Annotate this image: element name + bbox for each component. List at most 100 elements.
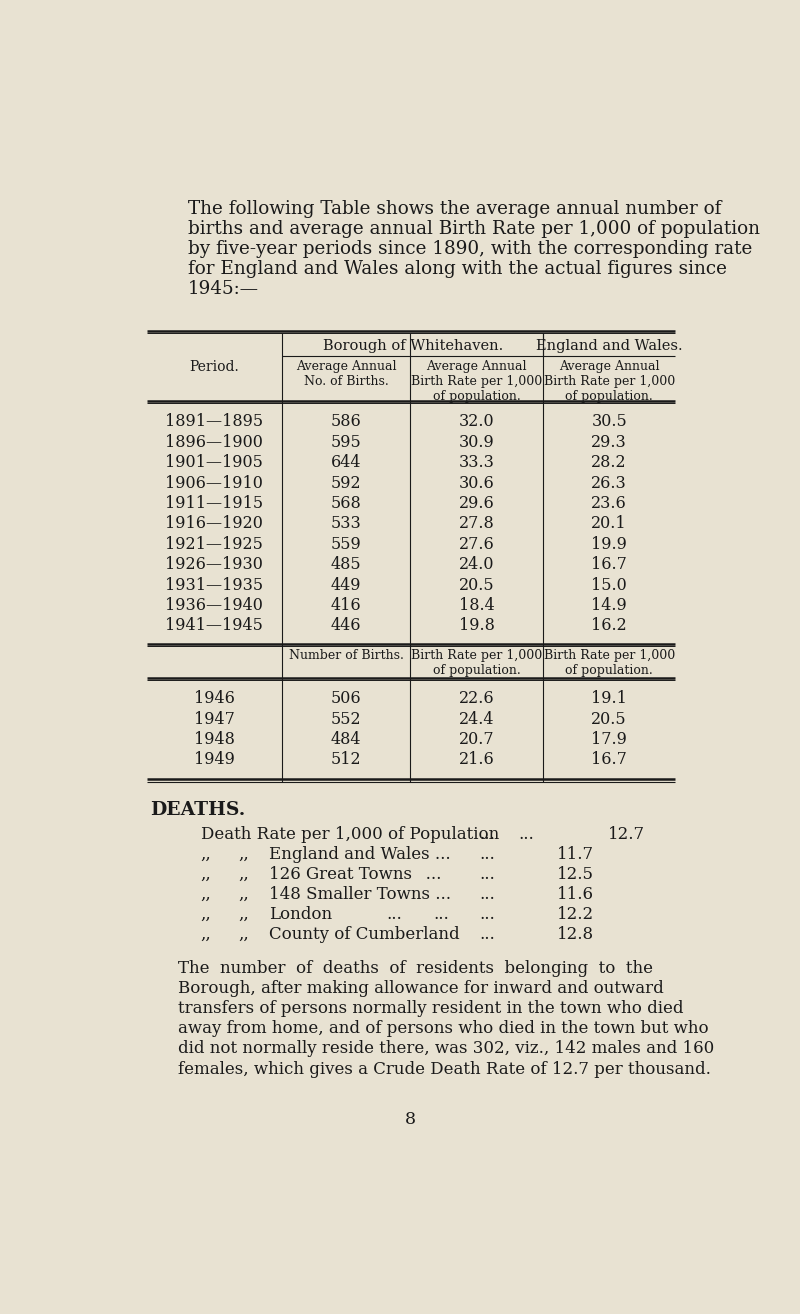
Text: births and average annual Birth Rate per 1,000 of population: births and average annual Birth Rate per…	[187, 219, 759, 238]
Text: 11.7: 11.7	[558, 846, 594, 863]
Text: Birth Rate per 1,000
of population.: Birth Rate per 1,000 of population.	[411, 649, 542, 677]
Text: 446: 446	[331, 618, 362, 635]
Text: by five-year periods since 1890, with the corresponding rate: by five-year periods since 1890, with th…	[187, 240, 752, 258]
Text: 512: 512	[330, 752, 362, 769]
Text: 559: 559	[330, 536, 362, 553]
Text: ...: ...	[480, 905, 495, 922]
Text: The following Table shows the average annual number of: The following Table shows the average an…	[187, 200, 721, 218]
Text: 12.2: 12.2	[558, 905, 594, 922]
Text: ...: ...	[480, 866, 495, 883]
Text: 19.8: 19.8	[458, 618, 494, 635]
Text: Average Annual
Birth Rate per 1,000
of population.: Average Annual Birth Rate per 1,000 of p…	[411, 360, 542, 403]
Text: ...: ...	[518, 825, 534, 842]
Text: transfers of persons normally resident in the town who died: transfers of persons normally resident i…	[178, 1000, 683, 1017]
Text: 1891—1895: 1891—1895	[166, 414, 263, 430]
Text: 16.7: 16.7	[591, 556, 627, 573]
Text: for England and Wales along with the actual figures since: for England and Wales along with the act…	[187, 260, 726, 279]
Text: County of Cumberland: County of Cumberland	[269, 926, 459, 942]
Text: 592: 592	[330, 474, 362, 491]
Text: 33.3: 33.3	[458, 455, 494, 472]
Text: 26.3: 26.3	[591, 474, 627, 491]
Text: 19.9: 19.9	[591, 536, 627, 553]
Text: 12.5: 12.5	[558, 866, 594, 883]
Text: 14.9: 14.9	[591, 597, 627, 614]
Text: 18.4: 18.4	[458, 597, 494, 614]
Text: 1906—1910: 1906—1910	[166, 474, 263, 491]
Text: 1926—1930: 1926—1930	[166, 556, 263, 573]
Text: 29.3: 29.3	[591, 434, 627, 451]
Text: England and Wales.: England and Wales.	[536, 339, 682, 352]
Text: 29.6: 29.6	[458, 495, 494, 512]
Text: 8: 8	[405, 1112, 415, 1129]
Text: ...: ...	[480, 825, 495, 842]
Text: 23.6: 23.6	[591, 495, 627, 512]
Text: 12.7: 12.7	[608, 825, 645, 842]
Text: ,,: ,,	[238, 846, 249, 863]
Text: Birth Rate per 1,000
of population.: Birth Rate per 1,000 of population.	[543, 649, 674, 677]
Text: 449: 449	[331, 577, 362, 594]
Text: ...: ...	[434, 905, 449, 922]
Text: Average Annual
Birth Rate per 1,000
of population.: Average Annual Birth Rate per 1,000 of p…	[543, 360, 674, 403]
Text: 11.6: 11.6	[558, 886, 594, 903]
Text: 12.8: 12.8	[558, 926, 594, 942]
Text: females, which gives a Crude Death Rate of 12.7 per thousand.: females, which gives a Crude Death Rate …	[178, 1060, 710, 1077]
Text: 30.6: 30.6	[458, 474, 494, 491]
Text: 552: 552	[330, 711, 362, 728]
Text: 1911—1915: 1911—1915	[166, 495, 263, 512]
Text: 32.0: 32.0	[459, 414, 494, 430]
Text: 21.6: 21.6	[458, 752, 494, 769]
Text: 22.6: 22.6	[459, 690, 494, 707]
Text: ,,: ,,	[201, 866, 211, 883]
Text: ,,: ,,	[238, 905, 249, 922]
Text: ,,: ,,	[201, 905, 211, 922]
Text: 506: 506	[330, 690, 362, 707]
Text: 1896—1900: 1896—1900	[166, 434, 263, 451]
Text: ,,: ,,	[201, 926, 211, 942]
Text: England and Wales ...: England and Wales ...	[269, 846, 450, 863]
Text: 1936—1940: 1936—1940	[166, 597, 263, 614]
Text: ,,: ,,	[238, 886, 249, 903]
Text: 586: 586	[330, 414, 362, 430]
Text: The  number  of  deaths  of  residents  belonging  to  the: The number of deaths of residents belong…	[178, 961, 653, 978]
Text: 1946: 1946	[194, 690, 234, 707]
Text: ,,: ,,	[238, 926, 249, 942]
Text: ,,: ,,	[238, 866, 249, 883]
Text: 568: 568	[330, 495, 362, 512]
Text: 20.1: 20.1	[591, 515, 627, 532]
Text: 1945:—: 1945:—	[187, 280, 258, 298]
Text: London: London	[269, 905, 332, 922]
Text: 416: 416	[330, 597, 362, 614]
Text: did not normally reside there, was 302, viz., 142 males and 160: did not normally reside there, was 302, …	[178, 1041, 714, 1058]
Text: 27.6: 27.6	[458, 536, 494, 553]
Text: 20.7: 20.7	[459, 731, 494, 748]
Text: 148 Smaller Towns ...: 148 Smaller Towns ...	[269, 886, 451, 903]
Text: 1947: 1947	[194, 711, 234, 728]
Text: 17.9: 17.9	[591, 731, 627, 748]
Text: 126 Great Towns  ...: 126 Great Towns ...	[269, 866, 442, 883]
Text: 16.2: 16.2	[591, 618, 627, 635]
Text: Borough of Whitehaven.: Borough of Whitehaven.	[322, 339, 503, 352]
Text: 533: 533	[330, 515, 362, 532]
Text: 1901—1905: 1901—1905	[166, 455, 263, 472]
Text: 30.5: 30.5	[591, 414, 627, 430]
Text: ...: ...	[480, 846, 495, 863]
Text: 28.2: 28.2	[591, 455, 627, 472]
Text: ,,: ,,	[201, 886, 211, 903]
Text: 595: 595	[330, 434, 362, 451]
Text: Death Rate per 1,000 of Population: Death Rate per 1,000 of Population	[201, 825, 499, 842]
Text: 484: 484	[331, 731, 362, 748]
Text: DEATHS.: DEATHS.	[150, 802, 246, 819]
Text: 20.5: 20.5	[591, 711, 627, 728]
Text: 20.5: 20.5	[459, 577, 494, 594]
Text: 485: 485	[330, 556, 362, 573]
Text: ,,: ,,	[201, 846, 211, 863]
Text: Average Annual
No. of Births.: Average Annual No. of Births.	[296, 360, 396, 388]
Text: 644: 644	[331, 455, 362, 472]
Text: ...: ...	[386, 905, 402, 922]
Text: 24.0: 24.0	[459, 556, 494, 573]
Text: Period.: Period.	[190, 360, 239, 374]
Text: Number of Births.: Number of Births.	[289, 649, 403, 661]
Text: 24.4: 24.4	[459, 711, 494, 728]
Text: Borough, after making allowance for inward and outward: Borough, after making allowance for inwa…	[178, 980, 663, 997]
Text: 1916—1920: 1916—1920	[166, 515, 263, 532]
